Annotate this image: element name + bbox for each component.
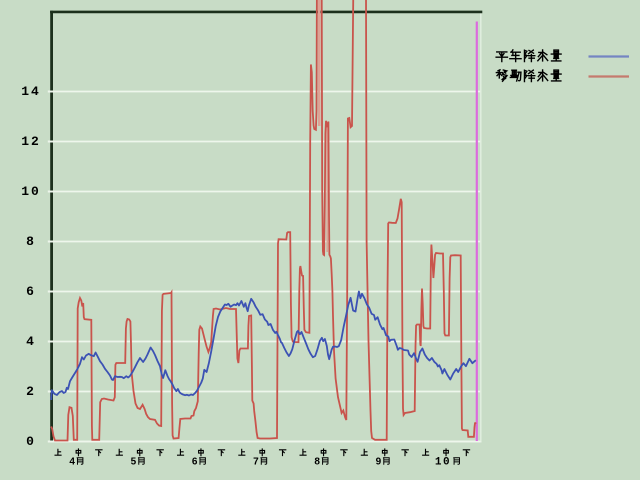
svg-text:2: 2 [26, 384, 36, 399]
svg-text:6: 6 [192, 456, 198, 467]
svg-text:0: 0 [26, 434, 36, 449]
svg-text:14: 14 [21, 84, 41, 99]
svg-text:7: 7 [253, 456, 259, 467]
svg-text:10: 10 [21, 184, 41, 199]
svg-text:4: 4 [69, 456, 75, 467]
svg-text:6: 6 [26, 284, 36, 299]
svg-text:4: 4 [26, 334, 36, 349]
svg-text:10: 10 [435, 456, 451, 468]
svg-text:8: 8 [26, 234, 36, 249]
svg-text:5: 5 [131, 456, 137, 467]
svg-text:12: 12 [21, 134, 41, 149]
svg-text:8: 8 [314, 456, 320, 467]
svg-text:9: 9 [376, 456, 382, 467]
